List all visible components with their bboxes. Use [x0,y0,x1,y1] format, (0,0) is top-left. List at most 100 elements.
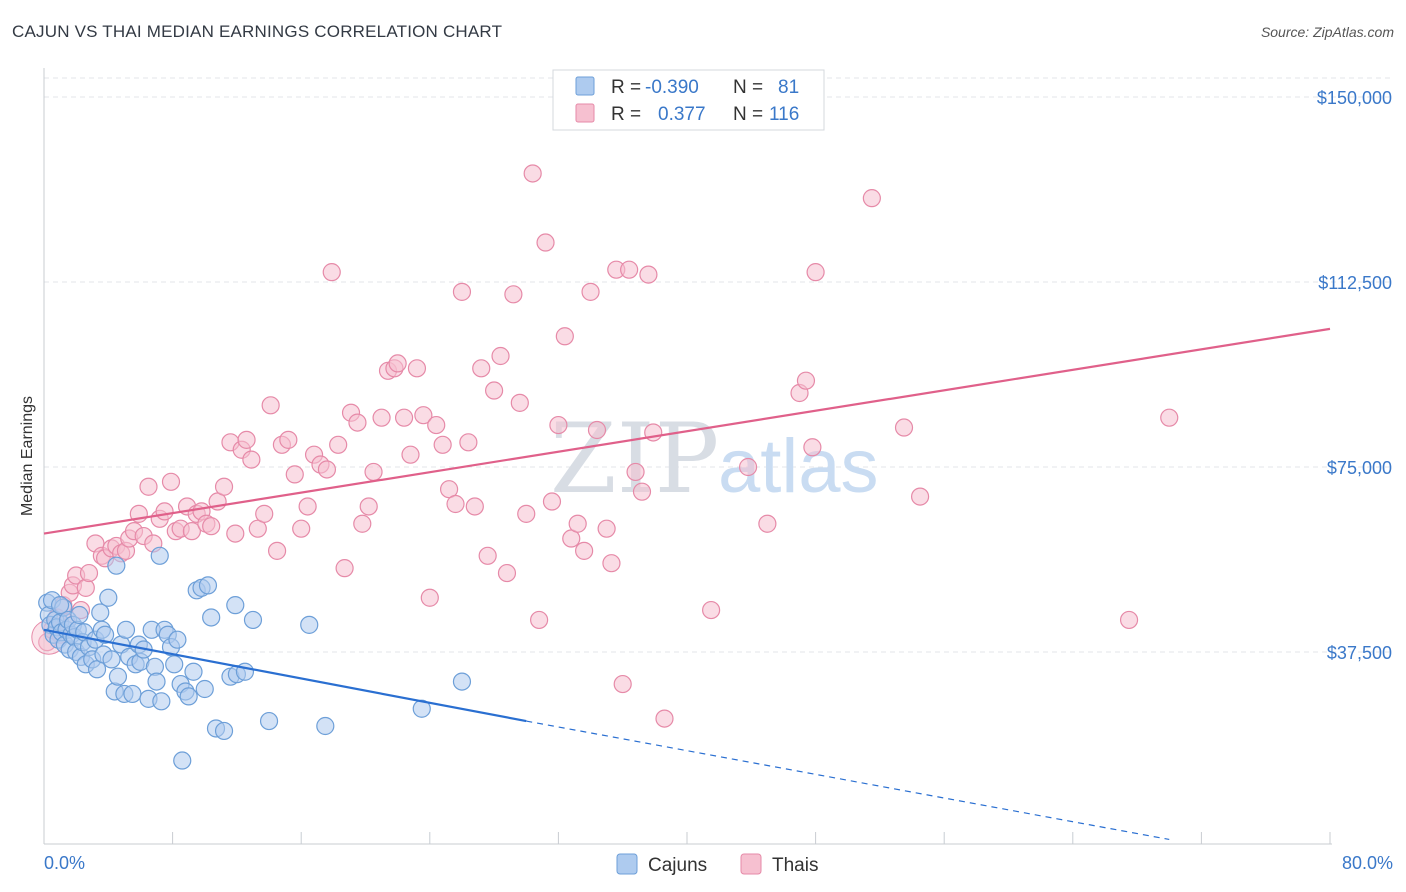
thai-point [427,415,446,435]
thai-point [796,371,816,390]
cajun-point [184,662,203,681]
thai-point [420,588,439,607]
cajun-point [123,684,142,704]
thai-point [237,430,256,449]
thai-point [738,457,758,477]
cajun-point [173,751,192,770]
thai-point [255,504,274,523]
thai-point [348,413,367,432]
cajun-point [116,620,136,639]
thai-point [414,406,433,425]
thai-point [452,282,472,301]
legend-n-value-cajun: 81 [778,77,799,98]
cajun-trend-line [43,628,527,723]
thai-point [568,514,587,533]
thai-point [226,524,245,543]
thai-point [758,514,777,533]
tick-labels: $37,500 $75,000 $112,500 $150,000 0.0% 80.0% [44,88,1393,873]
thai-point [465,497,484,516]
thai-point [433,435,452,454]
x-tick-label: 80.0% [1342,853,1393,873]
thai-point [597,519,616,538]
thai-point [862,189,881,208]
thai-point [549,415,568,435]
thai-point [329,435,348,454]
legend-n-value-thai: 116 [769,104,799,125]
legend-swatch-thai [575,103,595,123]
cajun-point [198,576,218,595]
bottom-legend: Cajuns Thais [616,853,818,876]
thai-point [317,460,337,479]
thai-point [517,504,536,523]
grid-lines [44,77,1394,653]
thai-point [279,430,298,449]
thai-point [472,359,491,378]
thai-point [155,502,174,521]
thai-point [214,477,234,496]
cajun-point [316,716,335,736]
thai-point [485,381,504,400]
thai-point [79,563,99,583]
bottom-legend-label-thais: Thais [772,855,818,876]
cajun-point [102,650,121,669]
cajun-point [202,608,221,627]
thai-point [613,674,632,694]
legend-r-value-cajun: -0.390 [645,77,699,98]
thai-point [581,282,600,301]
thai-point [364,462,383,482]
thai-point [394,408,414,427]
thai-point [261,396,280,415]
thai-point [76,578,95,597]
cajun-point [165,655,184,674]
cajun-point [95,625,115,644]
source-label: Source: ZipAtlas.com [1260,24,1394,40]
thai-point [401,445,420,464]
thai-point [497,563,517,583]
cajun-point [50,596,70,615]
thai-point [1160,408,1179,427]
thai-point [267,541,287,560]
cajun-point [108,667,128,686]
thai-point [632,482,652,501]
cajun-point [152,692,171,711]
thai-point [388,354,407,373]
thai-point [639,265,658,284]
thai-point [292,519,311,538]
thai-point [242,450,261,469]
watermark-zip: ZIP [550,403,719,515]
y-tick-label: $150,000 [1317,88,1392,108]
legend-r-value-thai: 0.377 [658,104,706,125]
cajun-point [147,672,166,691]
chart-title: CAJUN VS THAI MEDIAN EARNINGS CORRELATIO… [12,22,503,41]
legend-r-label-cajun: R = [611,77,641,98]
thai-point [407,359,427,378]
y-tick-label: $37,500 [1327,643,1392,663]
thai-point [353,514,372,533]
thai-point [702,600,721,620]
thai-point [602,554,621,573]
cajun-points [38,546,472,770]
thai-point [1119,610,1139,630]
thai-point [446,494,465,514]
cajun-point [452,672,472,691]
cajun-point [226,596,245,615]
thai-point [555,327,574,346]
trend-lines [43,327,1331,841]
thai-point [161,472,181,491]
thai-point [372,408,391,427]
thai-point [806,263,825,282]
thai-point [510,393,529,412]
thai-point [322,263,341,282]
watermark: ZIP atlas [550,403,879,515]
thai-point [335,559,354,578]
cajun-trend-extension [526,720,1170,841]
y-tick-label: $75,000 [1327,458,1392,478]
thai-point [910,487,930,506]
thai-point [285,465,304,484]
cajun-point [195,679,214,699]
legend-n-label-cajun: N = [733,77,763,98]
thai-point [491,346,510,366]
legend-r-label-thai: R = [611,104,641,125]
x-tick-label: 0.0% [44,853,85,873]
thai-point [575,541,594,560]
